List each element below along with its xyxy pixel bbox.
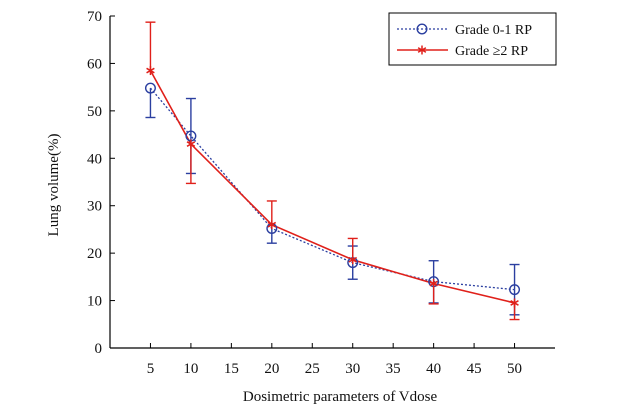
x-tick-label: 30 [345, 361, 360, 377]
x-axis-title: Dosimetric parameters of Vdose [243, 389, 438, 405]
y-tick-label: 50 [87, 104, 102, 120]
x-tick-label: 5 [147, 361, 155, 377]
data-point-series-2 [146, 66, 155, 76]
data-point-series-2 [348, 255, 357, 265]
y-tick-label: 0 [95, 341, 103, 357]
data-point-series-1 [144, 82, 156, 94]
data-point-series-2 [267, 220, 277, 230]
y-axis-title: Lung volume(%) [46, 134, 62, 237]
y-tick-label: 20 [87, 246, 102, 262]
y-tick-label: 60 [87, 56, 102, 72]
x-tick-label: 45 [467, 361, 482, 377]
x-tick-label: 25 [305, 361, 320, 377]
data-point-series-2 [510, 298, 519, 308]
plot-area: 0 10 20 30 40 50 60 70 5 10 15 20 25 30 35 40 45 50 [87, 9, 555, 377]
x-tick-label: 10 [183, 361, 198, 377]
data-point-series-2 [186, 139, 196, 149]
legend-marker-series-2 [417, 45, 427, 55]
x-tick-label: 20 [264, 361, 279, 377]
series-line-1 [149, 87, 515, 291]
data-point-series-2 [429, 278, 438, 288]
series-line-2 [149, 70, 515, 304]
y-tick-label: 30 [87, 199, 102, 215]
x-tick-label: 50 [507, 361, 522, 377]
y-tick-label: 40 [87, 151, 102, 167]
x-tick-label: 35 [386, 361, 401, 377]
legend: Grade 0-1 RP Grade ≥2 RP [388, 12, 557, 66]
legend-asterisk-glyph [417, 45, 427, 55]
legend-marker-series-1 [416, 23, 428, 35]
x-tick-label: 15 [224, 361, 239, 377]
x-tick-label: 40 [426, 361, 441, 377]
legend-label-series-2: Grade ≥2 RP [455, 44, 528, 59]
data-point-series-1 [509, 284, 521, 296]
y-tick-label: 70 [87, 9, 102, 25]
y-tick-label: 10 [87, 294, 102, 310]
legend-label-series-1: Grade 0-1 RP [455, 23, 532, 38]
legend-box [388, 12, 557, 66]
